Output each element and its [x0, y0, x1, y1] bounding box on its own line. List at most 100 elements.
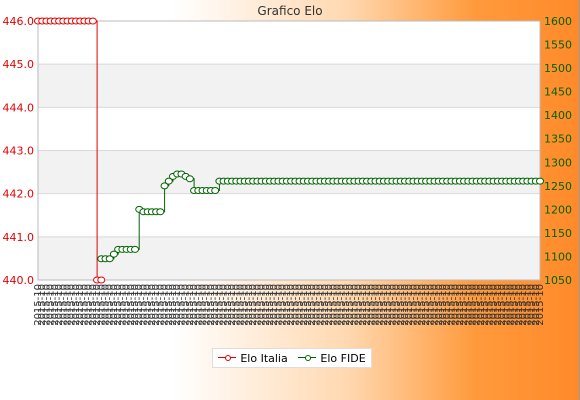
x-tick-label: 2015-10 [164, 284, 175, 326]
x-tick-label: 2015-10 [387, 284, 398, 326]
x-tick-label: 2015-10 [362, 284, 373, 326]
x-tick-label: 2015-10 [489, 284, 500, 326]
x-tick-label: 2015-10 [71, 284, 82, 326]
series-point-1 [131, 245, 140, 253]
chart-legend[interactable]: Elo Italia Elo FIDE [212, 348, 372, 368]
x-tick-label: 2015-10 [531, 284, 542, 326]
x-tick-label: 2015-10 [206, 284, 217, 326]
legend-label-elo-italia: Elo Italia [240, 351, 288, 365]
x-tick-label: 2015-10 [345, 284, 356, 326]
x-tick-label: 2015-10 [307, 284, 318, 326]
legend-swatch-red-icon [218, 354, 237, 362]
x-tick-label: 2015-10 [54, 284, 65, 326]
x-tick-label: 2015-10 [100, 284, 111, 326]
x-tick-label: 2015-10 [244, 284, 255, 326]
series-point-1 [211, 187, 220, 195]
x-tick-label: 2015-10 [113, 284, 124, 326]
x-tick-label: 2015-10 [257, 284, 268, 326]
x-tick-label: 2015-10 [189, 284, 200, 326]
x-tick-label: 2015-10 [134, 284, 145, 326]
grid-band [38, 64, 540, 108]
x-tick-label: 2015-10 [341, 284, 352, 326]
x-tick-label: 2015-10 [463, 284, 474, 326]
x-tick-label: 2015-10 [185, 284, 196, 326]
y-left-tick-label: 440.0 [3, 274, 35, 287]
x-tick-label: 2015-10 [269, 284, 280, 326]
x-tick-label: 2015-10 [303, 284, 314, 326]
y-left-tick-label: 446.0 [3, 15, 35, 28]
y-right-tick-label: 1400 [544, 109, 572, 122]
y-left-tick-label: 442.0 [3, 188, 35, 201]
series-point-1 [156, 208, 165, 216]
x-tick-label: 2015-10 [33, 284, 44, 326]
x-tick-label: 2015-10 [493, 284, 504, 326]
x-tick-label: 2015-10 [451, 284, 462, 326]
x-tick-label: 2015-10 [79, 284, 90, 326]
x-tick-label: 2015-10 [459, 284, 470, 326]
x-tick-label: 2015-10 [430, 284, 441, 326]
series-point-1 [160, 182, 169, 190]
x-tick-label: 2015-10 [501, 284, 512, 326]
plot-border [37, 20, 541, 281]
x-tick-label: 2015-10 [278, 284, 289, 326]
series-point-0 [88, 17, 97, 25]
x-tick-label: 2015-10 [434, 284, 445, 326]
x-tick-label: 2015-10 [438, 284, 449, 326]
x-tick-label: 2015-10 [425, 284, 436, 326]
legend-item-elo-italia[interactable]: Elo Italia [218, 351, 288, 365]
x-tick-label: 2015-10 [383, 284, 394, 326]
x-tick-label: 2015-10 [248, 284, 259, 326]
series-point-0 [97, 276, 106, 284]
x-tick-label: 2015-10 [138, 284, 149, 326]
x-tick-label: 2015-10 [109, 284, 120, 326]
x-tick-label: 2015-10 [46, 284, 57, 326]
x-tick-label: 2015-10 [235, 284, 246, 326]
x-tick-label: 2015-10 [105, 284, 116, 326]
x-tick-label: 2015-10 [63, 284, 74, 326]
y-right-tick-label: 1200 [544, 203, 572, 216]
y-right-tick-label: 1300 [544, 156, 572, 169]
legend-item-elo-fide[interactable]: Elo FIDE [298, 352, 366, 365]
x-tick-label: 2015-10 [379, 284, 390, 326]
x-tick-label: 2015-10 [261, 284, 272, 326]
y-left-tick-label: 443.0 [3, 145, 35, 158]
x-tick-label: 2015-10 [324, 284, 335, 326]
x-tick-label: 2015-10 [41, 284, 52, 326]
x-tick-label: 2015-10 [214, 284, 225, 326]
x-tick-label: 2015-10 [223, 284, 234, 326]
x-tick-label: 2015-10 [510, 284, 521, 326]
y-left-tick-label: 445.0 [3, 58, 35, 71]
x-tick-label: 2015-10 [295, 284, 306, 326]
x-tick-label: 2015-10 [227, 284, 238, 326]
x-tick-label: 2015-10 [311, 284, 322, 326]
y-right-tick-label: 1250 [544, 180, 572, 193]
x-tick-label: 2015-10 [320, 284, 331, 326]
x-tick-label: 2015-10 [349, 284, 360, 326]
x-tick-label: 2015-10 [366, 284, 377, 326]
x-tick-label: 2015-10 [160, 284, 171, 326]
x-tick-label: 2015-10 [117, 284, 128, 326]
x-tick-label: 2015-10 [252, 284, 263, 326]
x-tick-label: 2015-10 [328, 284, 339, 326]
x-tick-label: 2015-10 [210, 284, 221, 326]
x-tick-label: 2015-10 [155, 284, 166, 326]
x-tick-label: 2015-10 [193, 284, 204, 326]
y-right-tick-label: 1350 [544, 133, 572, 146]
x-tick-label: 2015-10 [231, 284, 242, 326]
y-right-tick-label: 1600 [544, 15, 572, 28]
x-tick-label: 2015-10 [413, 284, 424, 326]
y-right-tick-label: 1150 [544, 227, 572, 240]
x-tick-label: 2015-10 [290, 284, 301, 326]
y-left-tick-label: 441.0 [3, 231, 35, 244]
x-tick-label: 2015-10 [392, 284, 403, 326]
x-tick-label: 2015-10 [202, 284, 213, 326]
x-tick-label: 2015-10 [527, 284, 538, 326]
x-tick-label: 2015-10 [522, 284, 533, 326]
y-right-tick-label: 1450 [544, 86, 572, 99]
y-left-tick-label: 444.0 [3, 101, 35, 114]
x-tick-label: 2015-10 [442, 284, 453, 326]
x-tick-label: 2015-10 [273, 284, 284, 326]
x-tick-label: 2015-10 [84, 284, 95, 326]
x-tick-label: 2015-10 [67, 284, 78, 326]
